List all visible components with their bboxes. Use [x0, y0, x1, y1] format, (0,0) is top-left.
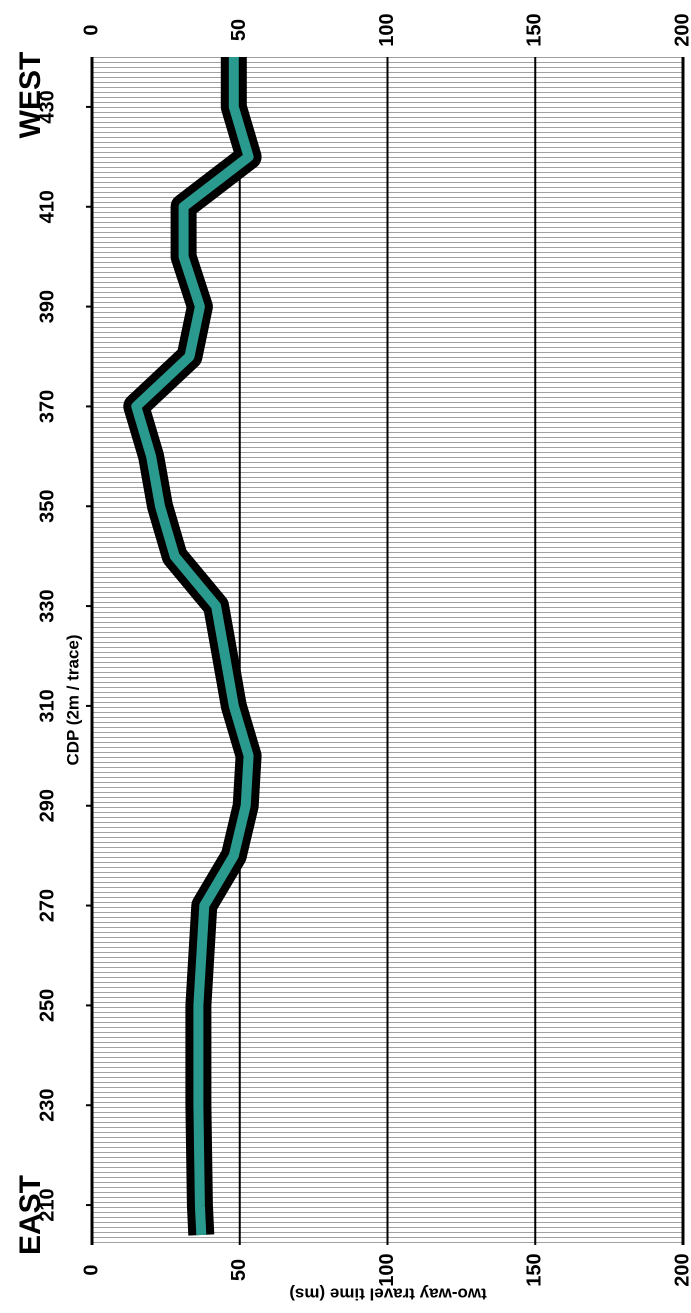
x-tick-label: 100: [376, 13, 398, 46]
x-tick-label: 150: [524, 1253, 546, 1286]
x-tick-label: 150: [524, 13, 546, 46]
y-axis-title: CDP (2m / trace): [63, 634, 82, 765]
y-tick-label: 230: [36, 1089, 58, 1122]
x-tick-label: 0: [80, 1264, 102, 1275]
x-tick-label: 200: [671, 13, 691, 46]
y-tick-label: 210: [36, 1188, 58, 1221]
reflector: [131, 57, 254, 1236]
y-tick-label: 330: [36, 589, 58, 622]
y-tick-label: 410: [36, 190, 58, 223]
y-tick-label: 430: [36, 90, 58, 123]
y-tick-label: 270: [36, 889, 58, 922]
y-tick-label: 390: [36, 290, 58, 323]
east-label: EAST: [14, 1175, 47, 1255]
y-tick-label: 350: [36, 490, 58, 523]
x-tick-label: 200: [671, 1253, 691, 1286]
y-tick-label: 290: [36, 789, 58, 822]
x-tick-label: 0: [80, 24, 102, 35]
x-tick-label: 50: [228, 1259, 250, 1281]
x-tick-label: 100: [376, 1253, 398, 1286]
west-label: WEST: [14, 52, 47, 139]
y-tick-label: 370: [36, 390, 58, 423]
y-tick-label: 310: [36, 689, 58, 722]
x-tick-label: 50: [228, 19, 250, 41]
y-tick-label: 250: [36, 989, 58, 1022]
x-axis-title: two-way travel time (ms): [289, 1285, 486, 1304]
